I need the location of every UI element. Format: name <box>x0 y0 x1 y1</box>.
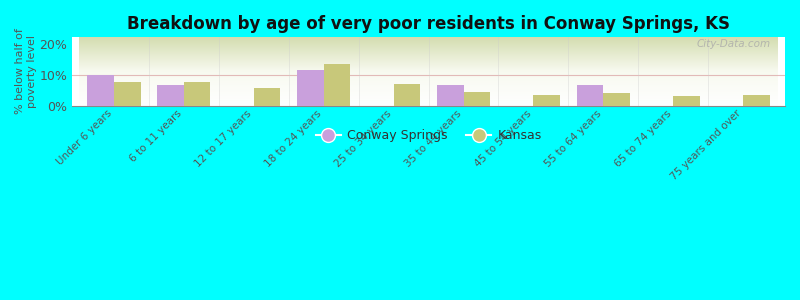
Bar <box>158 85 184 106</box>
Bar <box>394 84 420 106</box>
Bar <box>184 82 210 106</box>
Bar <box>254 88 280 106</box>
Legend: Conway Springs, Kansas: Conway Springs, Kansas <box>310 124 546 147</box>
Bar <box>603 93 630 106</box>
Bar <box>87 74 114 106</box>
Bar <box>534 95 560 106</box>
Bar <box>577 85 603 106</box>
Bar <box>437 85 463 106</box>
Bar <box>743 95 770 106</box>
Bar <box>324 64 350 106</box>
Bar <box>673 96 700 106</box>
Y-axis label: % below half of
poverty level: % below half of poverty level <box>15 28 37 114</box>
Text: City-Data.com: City-Data.com <box>697 39 770 50</box>
Bar <box>114 82 141 106</box>
Bar <box>463 92 490 106</box>
Bar <box>297 70 324 106</box>
Title: Breakdown by age of very poor residents in Conway Springs, KS: Breakdown by age of very poor residents … <box>127 15 730 33</box>
